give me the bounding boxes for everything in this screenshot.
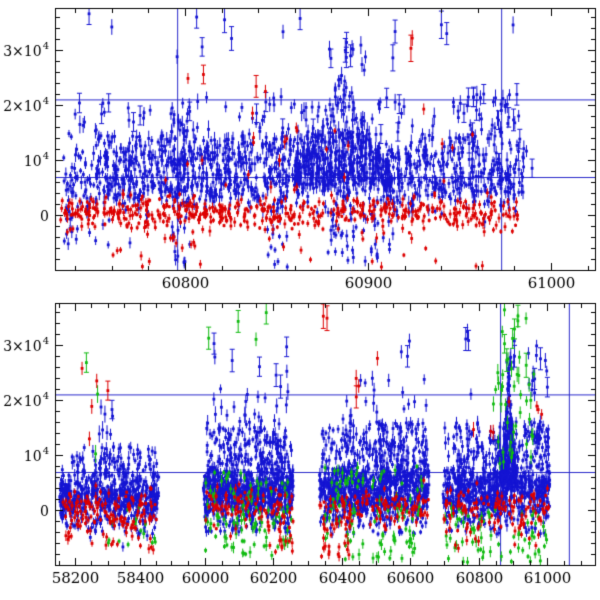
two-panel-scatter-figure	[0, 0, 600, 600]
light-curve-scatter-canvas	[0, 0, 600, 600]
